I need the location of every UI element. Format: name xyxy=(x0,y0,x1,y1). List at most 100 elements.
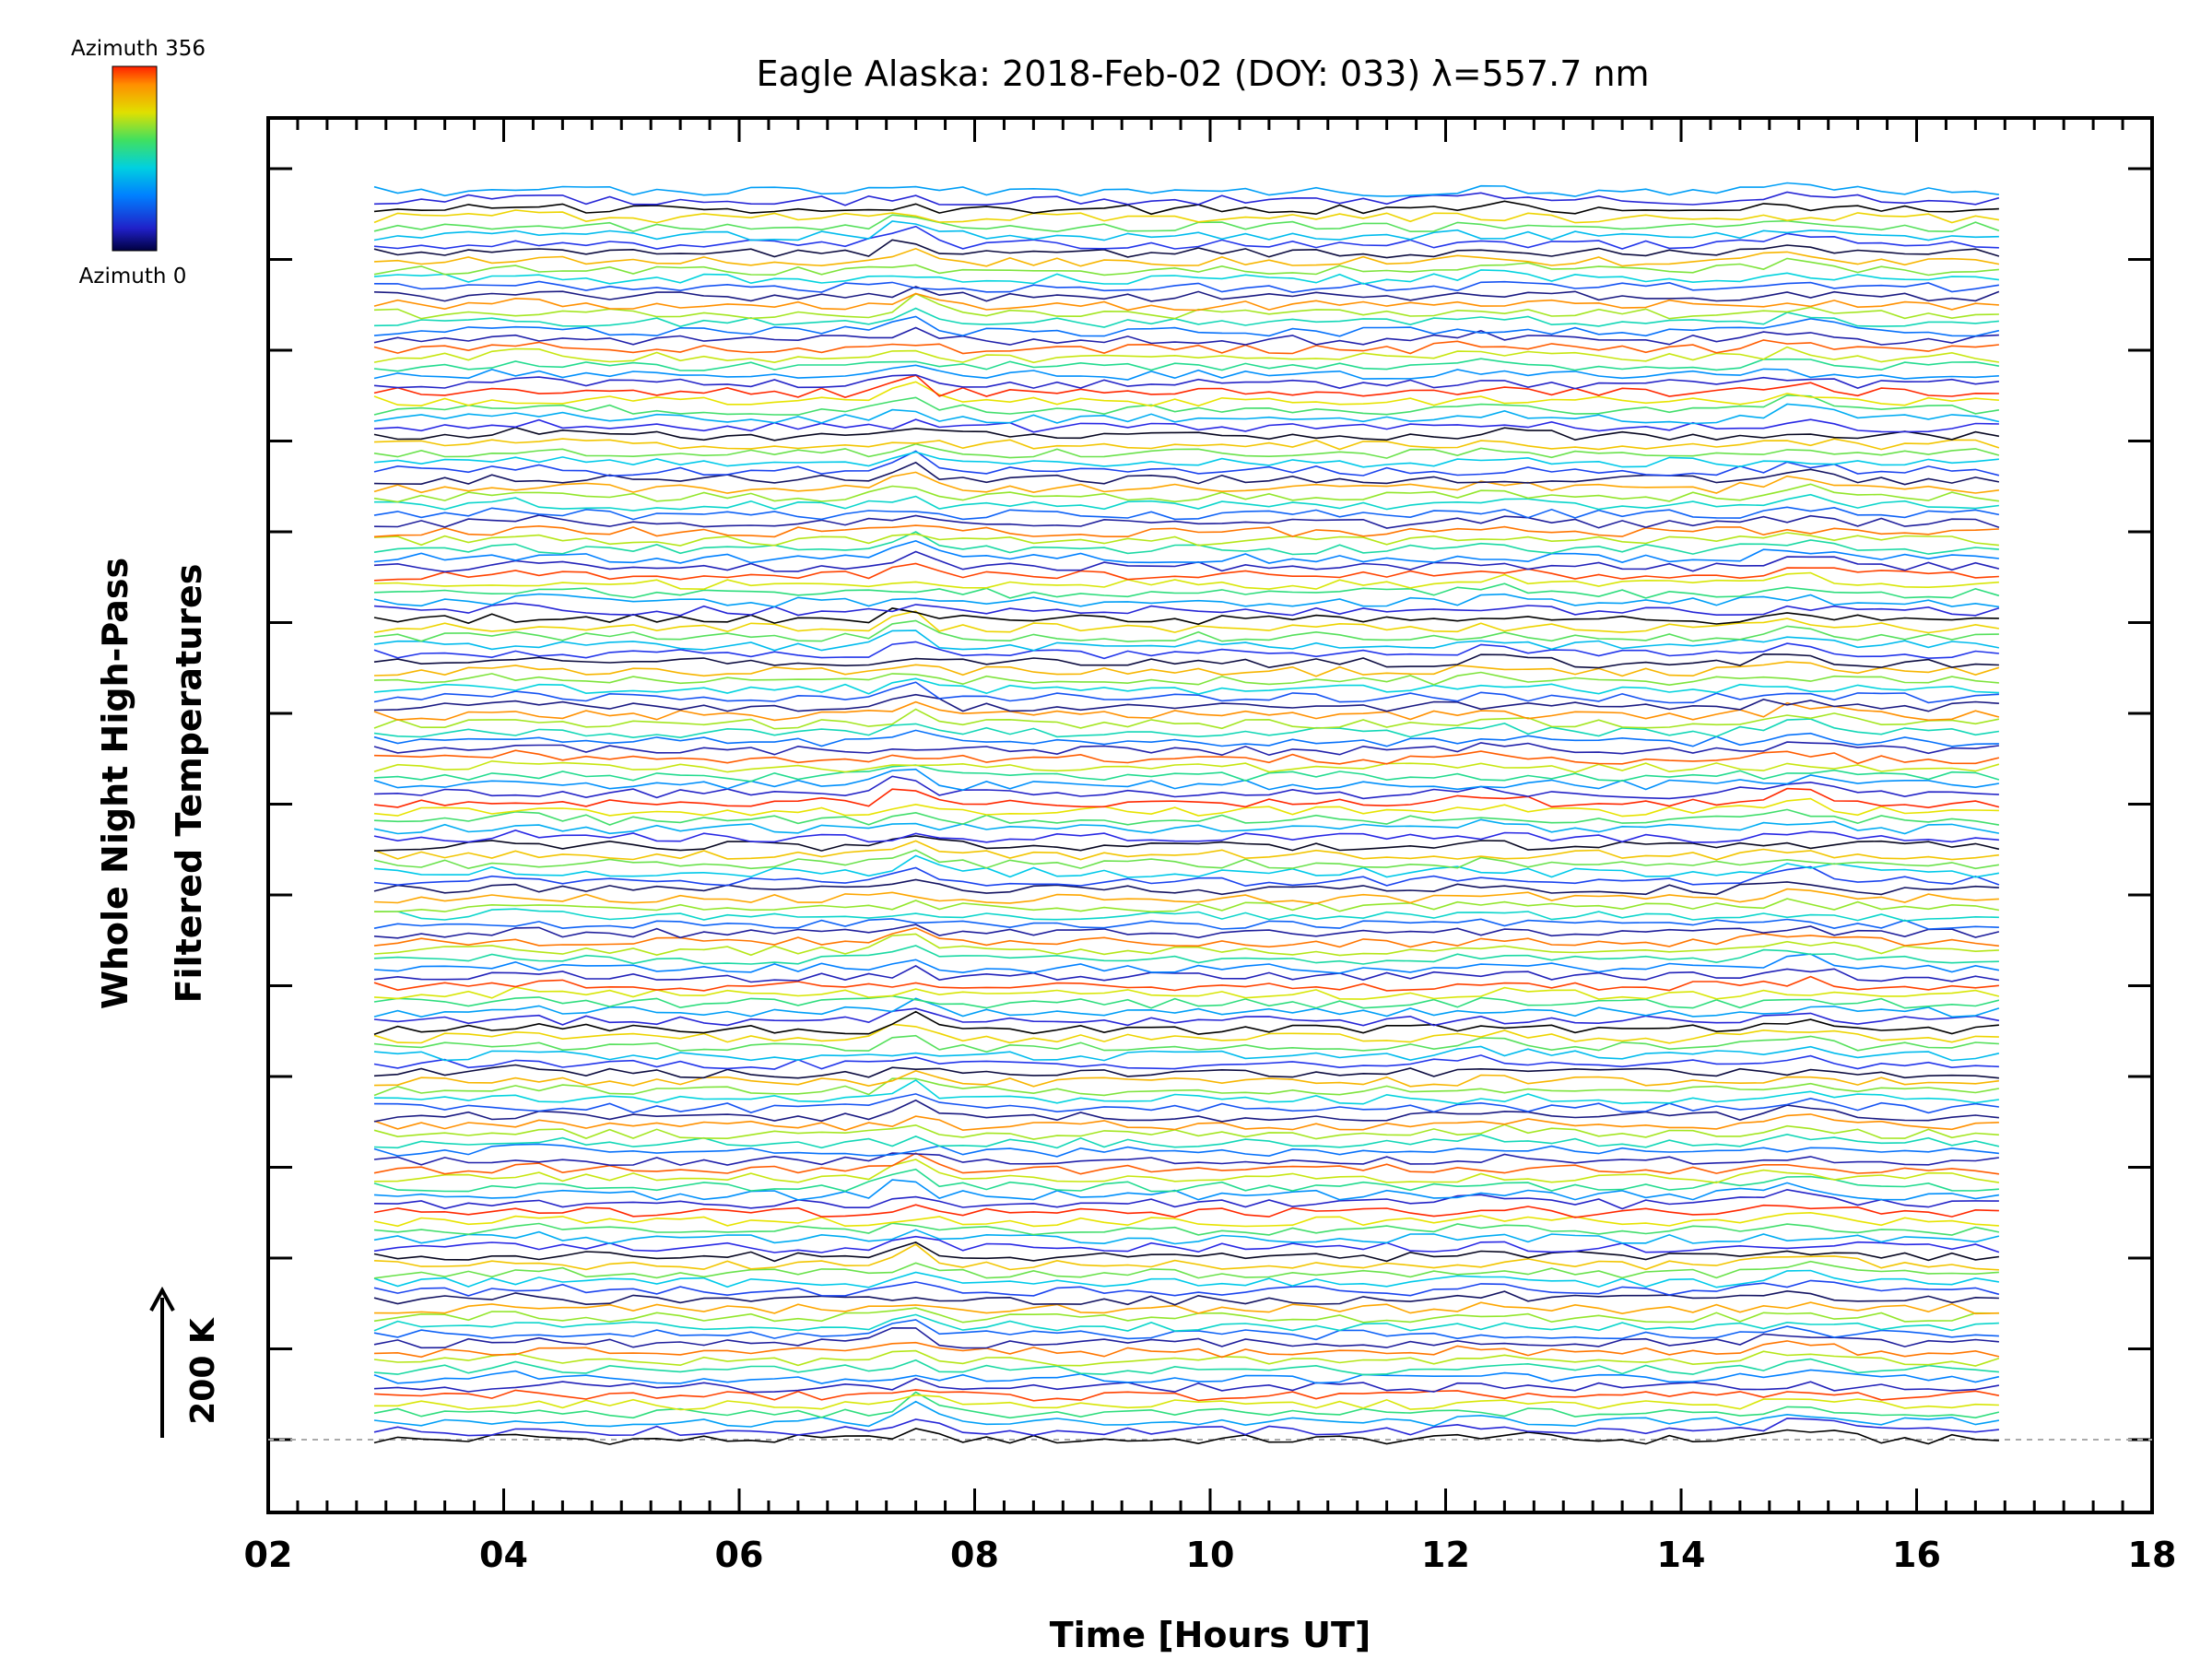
series-line xyxy=(373,394,2000,416)
series-line xyxy=(373,214,2000,233)
x-tick-label: 04 xyxy=(479,1535,528,1575)
series-line xyxy=(373,373,1999,390)
series-line xyxy=(373,641,1999,660)
x-tick-label: 10 xyxy=(1186,1535,1235,1575)
series-line xyxy=(373,326,1999,346)
series-line xyxy=(373,661,2000,677)
series-line xyxy=(373,307,1999,328)
series-line xyxy=(373,257,1999,276)
series-line xyxy=(373,681,1999,704)
series-line xyxy=(373,797,1999,818)
series-line xyxy=(373,426,2000,441)
series-line xyxy=(373,1243,1999,1271)
y-axis-label-line2: Filtered Temperatures xyxy=(169,564,209,1004)
series-line xyxy=(373,280,2000,294)
axis-ticks xyxy=(266,118,2154,1512)
series-line xyxy=(373,247,2000,267)
series-line xyxy=(373,671,1999,687)
series-line xyxy=(373,693,1999,712)
series-group xyxy=(373,182,2000,1445)
x-tick-label: 14 xyxy=(1657,1535,1706,1575)
series-line xyxy=(373,461,2000,486)
series-line xyxy=(373,292,1999,312)
series-line xyxy=(373,381,1999,407)
colorbar: Azimuth 356 Azimuth 0 xyxy=(71,37,206,288)
series-line xyxy=(373,1301,1999,1315)
series-line xyxy=(373,442,2000,459)
series-line xyxy=(373,364,1999,381)
series-line xyxy=(373,808,2000,826)
x-tick-label: 12 xyxy=(1421,1535,1470,1575)
series-line xyxy=(373,1159,2000,1184)
series-line xyxy=(373,1418,1999,1437)
series-line xyxy=(373,994,2000,1009)
series-line xyxy=(373,1124,1999,1140)
series-line xyxy=(373,865,2000,888)
x-tick-label: 06 xyxy=(715,1535,764,1575)
x-axis-label: Time [Hours UT] xyxy=(1050,1615,1371,1655)
series-line xyxy=(373,450,2000,477)
series-line xyxy=(373,1078,2000,1105)
series-line xyxy=(373,582,2000,599)
series-line xyxy=(373,593,2000,608)
x-tick-label: 02 xyxy=(244,1535,293,1575)
series-line xyxy=(373,610,2000,634)
series-line xyxy=(373,629,2000,652)
chart-title: Eagle Alaska: 2018-Feb-02 (DOY: 033) λ=5… xyxy=(756,53,1649,94)
series-line xyxy=(373,1260,1999,1279)
series-line xyxy=(373,945,1999,965)
series-line xyxy=(373,540,1999,564)
series-line xyxy=(373,1289,1999,1306)
series-line xyxy=(373,708,2000,730)
series-line xyxy=(373,1113,1999,1132)
x-tick-label: 18 xyxy=(2128,1535,2177,1575)
series-line xyxy=(373,514,2000,529)
series-line xyxy=(373,418,1999,433)
series-line xyxy=(373,830,1999,843)
series-line xyxy=(373,787,2000,809)
series-line xyxy=(373,1143,1999,1158)
series-line xyxy=(374,493,1999,512)
series-line xyxy=(373,1377,2000,1394)
series-line xyxy=(373,1235,2000,1253)
series-line xyxy=(373,182,2000,197)
series-line xyxy=(373,653,1999,669)
series-line xyxy=(374,908,1999,923)
series-line xyxy=(373,1152,2000,1175)
series-line xyxy=(373,986,2000,1000)
series-line xyxy=(373,1279,2000,1297)
series-line xyxy=(373,1222,2000,1236)
series-line xyxy=(373,1391,2000,1419)
series-line xyxy=(373,849,2000,870)
series-line xyxy=(373,878,1999,896)
series-line xyxy=(373,1007,2000,1027)
series-line xyxy=(373,1358,1999,1376)
series-line xyxy=(373,1099,1999,1123)
series-line xyxy=(373,1023,1999,1044)
series-line xyxy=(373,840,1999,861)
series-line xyxy=(373,1349,2000,1367)
series-line xyxy=(373,403,2000,425)
x-tick-label: 08 xyxy=(950,1535,999,1575)
series-line xyxy=(373,1077,2000,1097)
series-line xyxy=(373,835,2000,852)
series-line xyxy=(373,718,2000,739)
series-line xyxy=(373,1204,1999,1218)
series-line xyxy=(373,700,2000,722)
series-line xyxy=(373,269,2000,285)
series-line xyxy=(373,764,2000,782)
series-line xyxy=(373,759,2000,773)
series-line xyxy=(373,602,2000,617)
series-line xyxy=(373,571,1999,591)
series-line xyxy=(373,506,2000,521)
series-line xyxy=(373,220,1999,241)
series-line xyxy=(373,1400,2000,1428)
series-line xyxy=(373,286,2000,302)
series-line xyxy=(373,677,1999,695)
series-line xyxy=(373,471,1999,494)
series-line xyxy=(374,1394,1999,1411)
series-line xyxy=(373,239,2000,259)
x-tick-label: 16 xyxy=(1892,1535,1941,1575)
series-line xyxy=(373,818,2000,835)
